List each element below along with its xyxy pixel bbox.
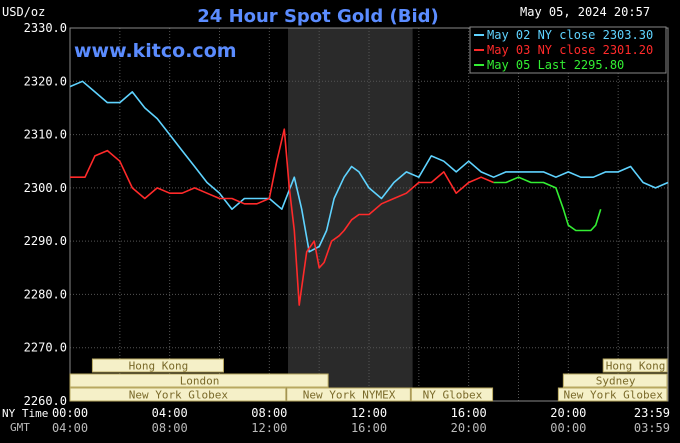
market-session-bar: [602, 358, 668, 373]
series-line-may02: [69, 80, 669, 253]
legend: May 02 NY close 2303.30 May 03 NY close …: [469, 26, 667, 74]
x-tick-label-gmt: 00:00: [550, 421, 586, 435]
y-axis: 2330.0 2320.0 2310.0 2300.0 2290.0 2280.0 2270…: [24, 21, 67, 408]
x-tick-label-gmt: 08:00: [152, 421, 188, 435]
series-line-may03: [70, 128, 494, 306]
ny-time-label: NY Time: [2, 407, 48, 420]
x-tick-label-ny: 20:00: [550, 406, 586, 420]
series-layer: [69, 80, 669, 306]
market-session-bar: [91, 358, 224, 373]
market-session-label: New York Globex: [129, 389, 229, 402]
y-tick-label: 2330.0: [24, 21, 67, 35]
x-tick-label-gmt: 04:00: [52, 421, 88, 435]
x-tick-label-ny: 12:00: [351, 406, 387, 420]
nymex-session-band: [288, 28, 413, 401]
y-tick-label: 2320.0: [24, 74, 67, 88]
y-tick-label: 2260.0: [24, 394, 67, 408]
market-session-label: NY Globex: [423, 389, 483, 402]
market-session-bar: [410, 387, 494, 402]
y-tick-label: 2310.0: [24, 128, 67, 142]
y-tick-label: 2270.0: [24, 341, 67, 355]
market-session-label: New York Globex: [564, 389, 664, 402]
x-tick-label-gmt: 20:00: [451, 421, 487, 435]
legend-box: [469, 26, 667, 74]
market-session-bar: [557, 387, 668, 402]
legend-item-may05: May 05 Last 2295.80: [487, 58, 624, 72]
market-session-label: London: [180, 375, 220, 388]
market-session-label: Hong Kong: [129, 360, 189, 373]
x-tick-label-gmt: 03:59: [634, 421, 670, 435]
x-tick-label-gmt: 16:00: [351, 421, 387, 435]
x-tick-label-ny: 00:00: [52, 406, 88, 420]
market-session-bar: [562, 373, 668, 388]
market-session-bar: [69, 373, 329, 388]
market-session-label: New York NYMEX: [303, 389, 396, 402]
x-axis: 00:0004:0004:0008:0008:0012:0012:0016:00…: [52, 406, 670, 435]
gmt-label: GMT: [10, 421, 30, 434]
market-session-label: Sydney: [596, 375, 636, 388]
legend-item-may02: May 02 NY close 2303.30: [487, 28, 653, 42]
units-label: USD/oz: [2, 5, 45, 19]
y-tick-label: 2290.0: [24, 234, 67, 248]
chart-title: 24 Hour Spot Gold (Bid): [197, 6, 438, 27]
legend-item-may03: May 03 NY close 2301.20: [487, 43, 653, 57]
market-session-bar: [286, 387, 411, 402]
x-tick-label-gmt: 12:00: [251, 421, 287, 435]
timestamp: May 05, 2024 20:57: [520, 5, 650, 19]
x-tick-label-ny: 04:00: [152, 406, 188, 420]
x-tick-label-ny: 08:00: [251, 406, 287, 420]
x-tick-label-ny: 16:00: [451, 406, 487, 420]
y-tick-label: 2280.0: [24, 287, 67, 301]
x-tick-label-ny: 23:59: [634, 406, 670, 420]
y-tick-label: 2300.0: [24, 181, 67, 195]
market-session-bar: [69, 387, 287, 402]
series-line-may05: [493, 176, 602, 232]
market-session-label: Hong Kong: [606, 360, 666, 373]
watermark-text: www.kitco.com: [74, 40, 237, 62]
